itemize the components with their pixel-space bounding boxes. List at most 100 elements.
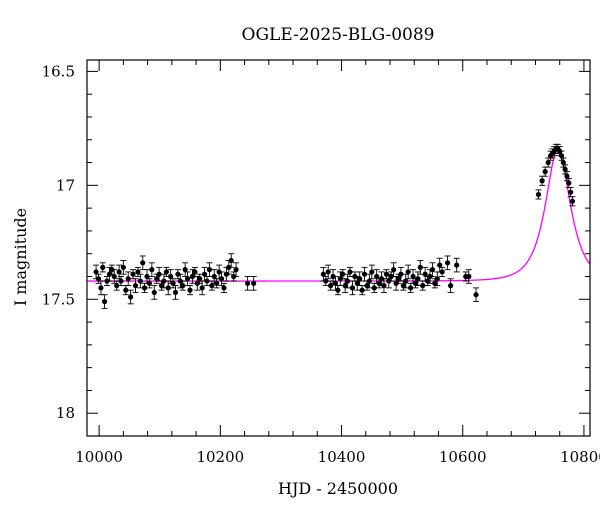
x-tick-label: 10800 — [560, 448, 600, 466]
data-point — [117, 276, 124, 287]
data-point — [395, 273, 402, 284]
x-tick-label: 10400 — [318, 448, 366, 466]
data-point — [347, 266, 354, 277]
data-marker — [170, 280, 176, 286]
data-point — [322, 276, 329, 287]
data-marker — [566, 180, 572, 186]
data-point — [113, 280, 120, 291]
data-marker — [400, 283, 406, 289]
data-marker — [158, 283, 165, 289]
data-marker — [560, 159, 566, 166]
data-point — [125, 271, 132, 287]
data-marker — [328, 283, 334, 289]
data-marker — [95, 276, 102, 282]
data-marker — [542, 169, 548, 175]
data-point — [444, 255, 451, 271]
x-tick-label: 10000 — [75, 448, 123, 466]
data-marker — [218, 276, 225, 282]
data-marker — [417, 264, 423, 270]
data-marker — [422, 271, 428, 277]
data-marker — [395, 276, 402, 282]
data-marker — [410, 273, 416, 280]
data-point — [542, 166, 549, 177]
data-marker — [251, 280, 257, 286]
data-marker — [325, 269, 331, 275]
data-marker — [434, 276, 440, 282]
data-marker — [149, 267, 155, 273]
data-marker — [137, 278, 143, 284]
data-point — [228, 253, 235, 268]
data-point — [120, 260, 127, 275]
data-marker — [320, 271, 326, 277]
data-marker — [187, 287, 193, 293]
data-marker — [204, 278, 210, 284]
data-marker — [180, 283, 186, 289]
data-marker — [374, 273, 380, 280]
data-marker — [140, 260, 146, 266]
data-point — [397, 266, 404, 282]
data-marker — [405, 269, 411, 275]
data-marker — [130, 271, 136, 277]
data-marker — [199, 285, 205, 291]
data-point — [405, 264, 412, 280]
data-marker — [323, 278, 329, 284]
data-marker — [564, 173, 570, 179]
data-marker — [539, 178, 545, 184]
data-point — [146, 278, 153, 289]
data-marker — [120, 264, 126, 270]
data-point — [244, 276, 251, 291]
data-point — [153, 273, 160, 284]
data-marker — [439, 269, 445, 275]
data-marker — [454, 262, 460, 268]
data-point — [158, 280, 165, 291]
data-marker — [568, 189, 574, 195]
y-tick-label: 16.5 — [42, 62, 75, 80]
data-point — [359, 285, 366, 296]
data-point — [99, 262, 106, 273]
data-point — [151, 285, 158, 300]
data-point — [93, 264, 100, 280]
data-point — [179, 280, 186, 291]
data-marker — [424, 278, 431, 284]
data-marker — [432, 280, 438, 286]
data-point — [342, 278, 349, 293]
data-point — [465, 269, 472, 284]
data-point — [560, 157, 567, 168]
plot-frame — [86, 59, 591, 437]
data-marker — [209, 283, 215, 289]
data-point — [165, 280, 172, 296]
data-point — [412, 278, 419, 289]
model-curve — [87, 148, 590, 282]
x-tick-label: 10200 — [196, 448, 244, 466]
data-marker — [172, 289, 179, 296]
data-point — [116, 264, 123, 280]
data-point — [431, 278, 438, 289]
data-marker — [569, 198, 576, 204]
y-tick-label: 17.5 — [42, 290, 75, 308]
data-marker — [144, 273, 150, 280]
data-marker — [562, 166, 568, 172]
data-marker — [381, 283, 387, 289]
data-point — [320, 266, 327, 282]
data-marker — [344, 278, 351, 284]
data-point — [139, 255, 146, 271]
data-marker — [111, 273, 117, 280]
data-point — [201, 266, 208, 282]
data-point — [368, 264, 375, 280]
y-tick-label: 17 — [56, 176, 75, 194]
data-point — [130, 269, 137, 280]
data-point — [206, 262, 213, 277]
data-marker — [161, 278, 167, 284]
data-marker — [558, 153, 565, 159]
data-marker — [332, 280, 339, 286]
data-marker — [376, 280, 382, 286]
data-marker — [354, 280, 360, 286]
data-point — [344, 273, 351, 289]
data-marker — [135, 269, 141, 275]
data-marker — [132, 283, 139, 289]
data-marker — [93, 269, 99, 275]
data-marker — [415, 276, 421, 282]
x-tick-label: 10600 — [439, 448, 487, 466]
data-marker — [361, 271, 368, 277]
